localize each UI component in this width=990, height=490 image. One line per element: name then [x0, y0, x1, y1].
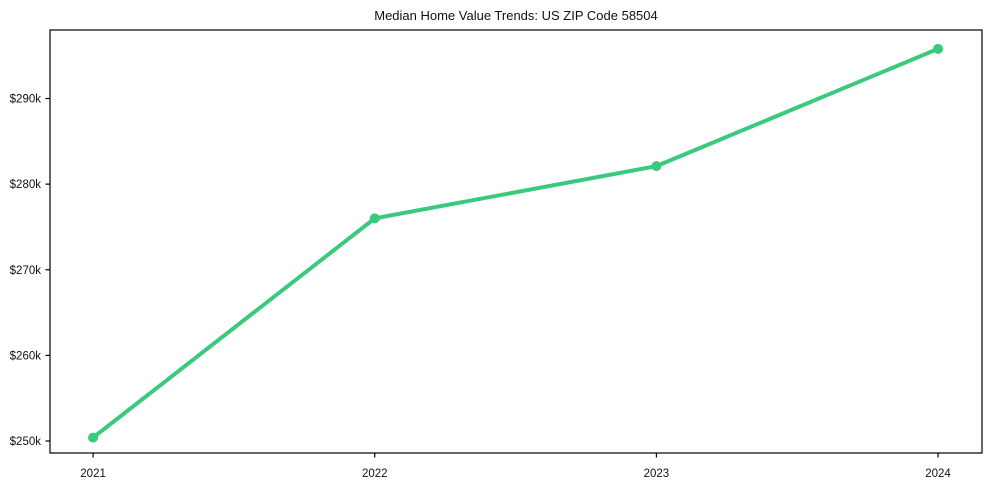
trend-line — [91, 46, 941, 440]
chart-title: Median Home Value Trends: US ZIP Code 58… — [374, 8, 658, 23]
y-tick-label: $260k — [10, 350, 42, 362]
plot-border — [49, 29, 983, 454]
plot-area: $250k $260k $270k $280k $290k 2021 2022 2023 202… — [10, 29, 983, 480]
data-point-2021 — [88, 432, 99, 443]
y-tick-label: $280k — [10, 179, 42, 191]
data-point-2022 — [369, 213, 380, 224]
data-point-2024 — [933, 43, 944, 54]
x-tick-label: 2023 — [644, 468, 670, 480]
x-tick-label: 2024 — [925, 468, 951, 480]
y-tick-label: $250k — [10, 436, 42, 448]
x-tick-label: 2021 — [80, 468, 106, 480]
data-point-2023 — [651, 161, 662, 172]
y-tick-label: $270k — [10, 265, 42, 277]
y-tick-label: $290k — [10, 94, 42, 106]
x-tick-label: 2022 — [362, 468, 388, 480]
